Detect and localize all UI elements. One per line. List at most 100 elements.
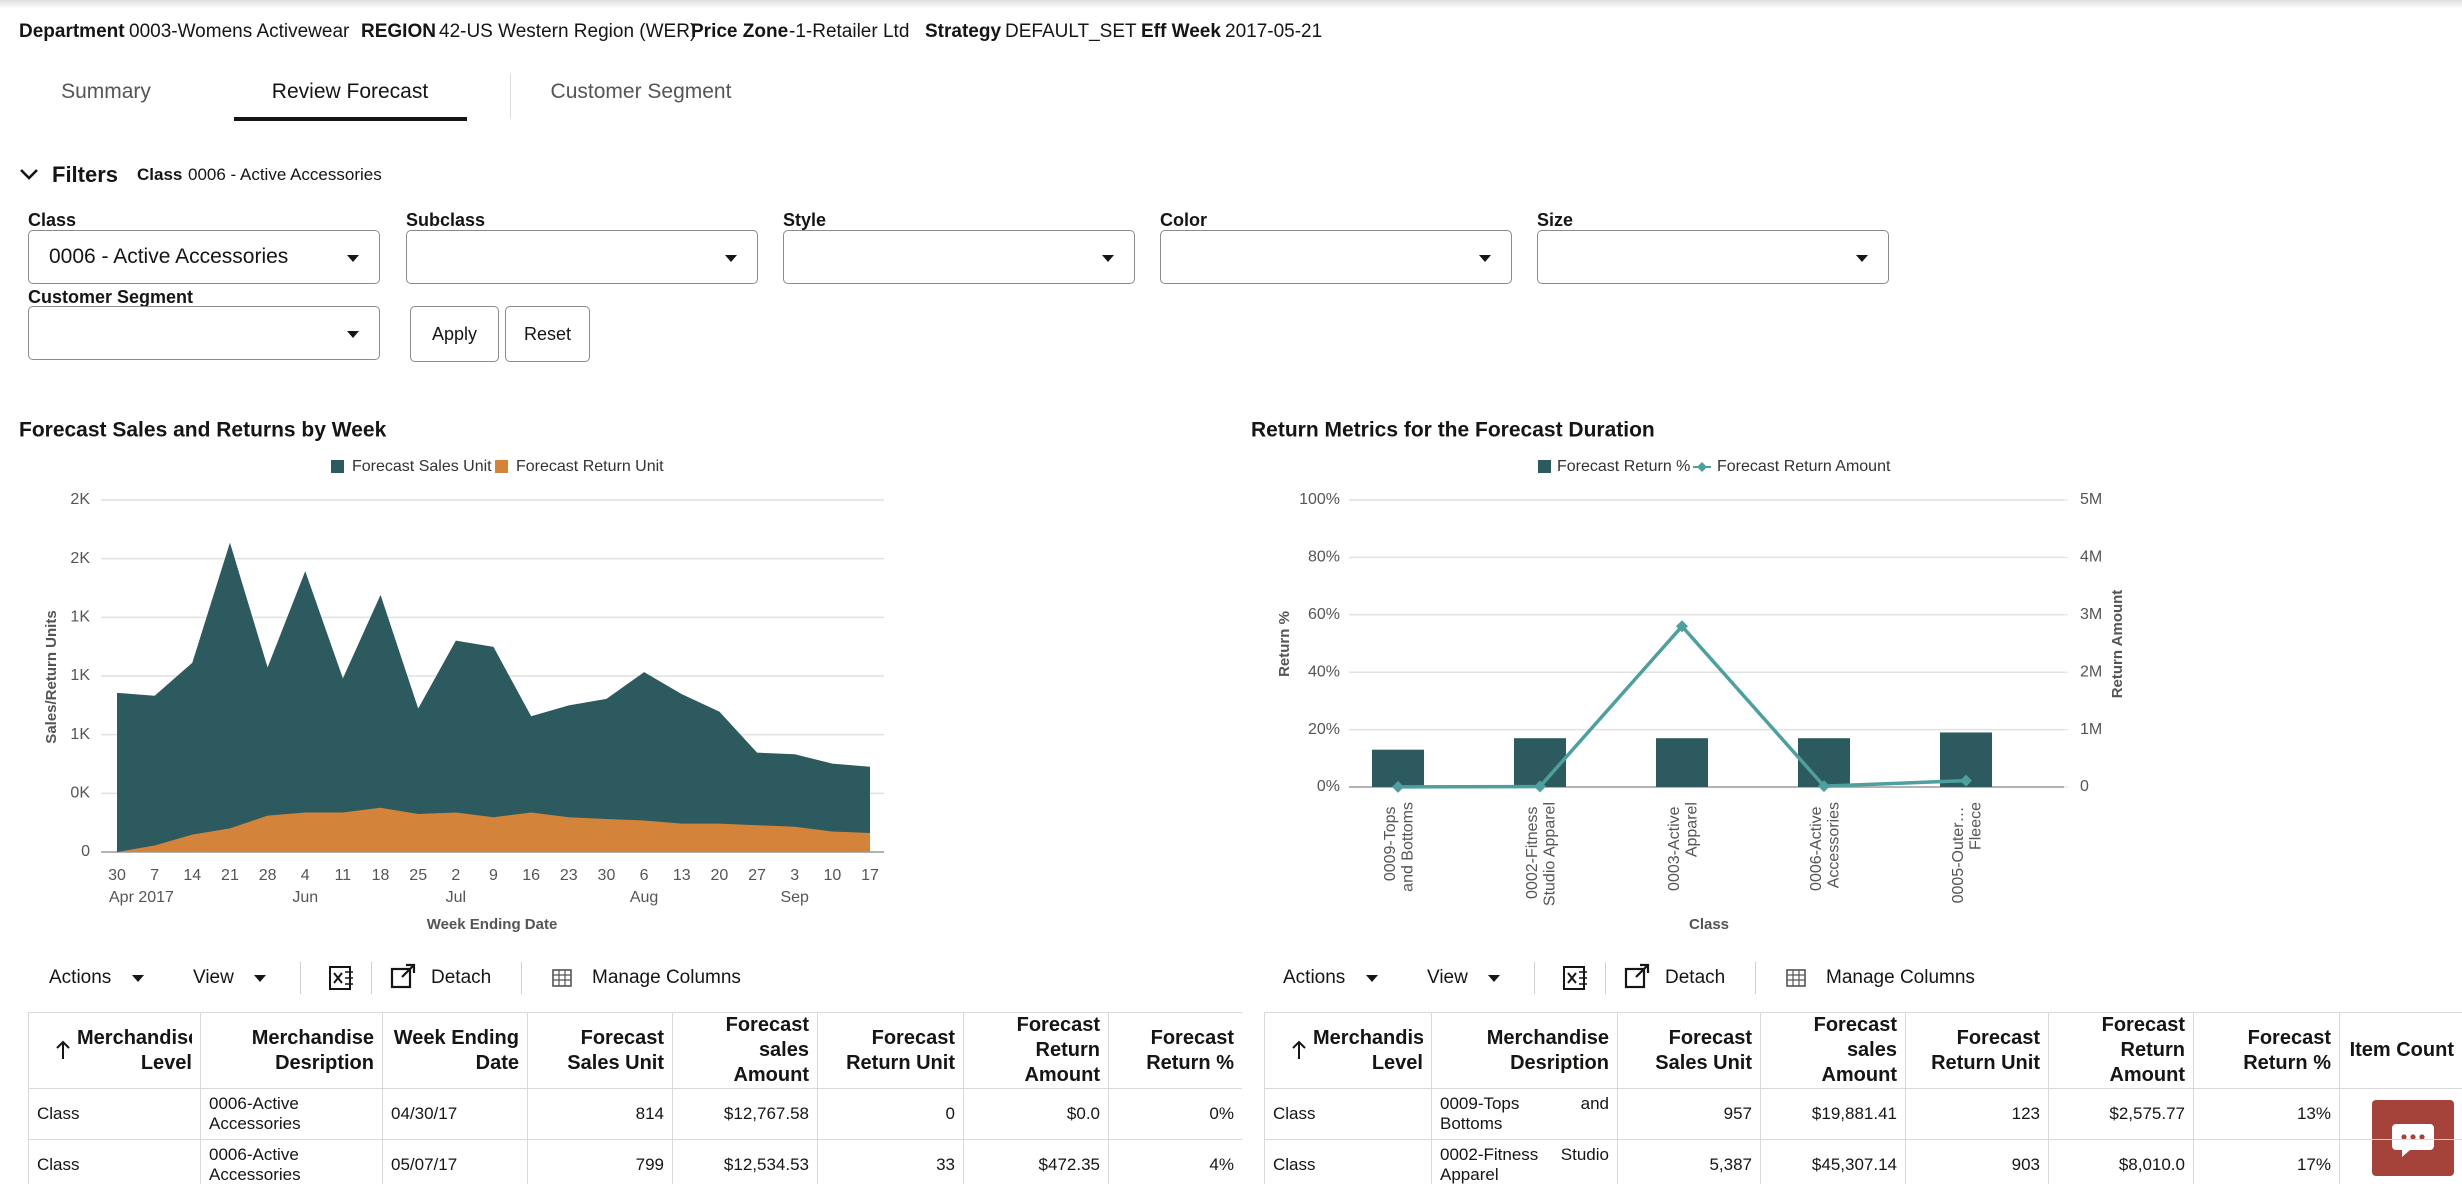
line-marker: [1534, 780, 1546, 793]
table-row[interactable]: Class 0002-Fitness Studio Apparel 5,387 $45…: [1264, 1139, 2462, 1184]
column-header[interactable]: Forecast Return Unit: [817, 1012, 964, 1089]
filter-dropdown[interactable]: [1160, 230, 1512, 284]
tab-separator: [510, 74, 511, 118]
sort-arrow[interactable]: [55, 1039, 71, 1061]
column-header[interactable]: Forecast Return Unit: [1905, 1012, 2049, 1089]
cell-text: $8,010.0: [2118, 1155, 2185, 1174]
manage-columns-icon[interactable]: [551, 966, 573, 990]
toolbar-button[interactable]: View: [193, 967, 234, 988]
chart-title: Forecast Sales and Returns by Week: [19, 419, 387, 442]
bar: [1514, 738, 1566, 787]
button[interactable]: Apply: [410, 306, 499, 362]
header-value: -1-Retailer Ltd: [789, 21, 910, 42]
cell-text: 903: [2011, 1155, 2040, 1174]
cell-text: 0009-Tops and Bottoms: [1440, 1094, 1609, 1133]
x-tick-label: 25: [409, 867, 427, 884]
detach-icon[interactable]: [1623, 963, 1651, 991]
y-tick-label: 80%: [1308, 549, 1340, 566]
data-table: Merchandise Level Merchandise Desription F…: [1264, 1012, 2462, 1184]
x-tick-label: 4: [301, 867, 310, 884]
actions-caret[interactable]: [130, 972, 146, 984]
column-header[interactable]: Forecast sales Amount: [672, 1012, 818, 1089]
filter-dropdown[interactable]: 0006 - Active Accessories: [28, 230, 380, 284]
filters-title[interactable]: Filters: [52, 162, 119, 187]
header-value: 0003-Womens Activewear: [129, 21, 350, 42]
tab[interactable]: Review Forecast: [271, 80, 429, 103]
column-header[interactable]: Week Ending Date: [382, 1012, 528, 1089]
table-row[interactable]: Class 0006-Active Accessories 04/30/17 814 $…: [28, 1088, 1242, 1140]
table-row[interactable]: Class 0006-Active Accessories 05/07/17 799 $…: [28, 1139, 1242, 1184]
column-header[interactable]: Merchandise Desription: [200, 1012, 383, 1089]
legend-label: Forecast Return Amount: [1717, 458, 1891, 475]
table-cell: 13%: [2193, 1088, 2340, 1140]
cell-text: 33: [936, 1155, 955, 1174]
table-cell: $45,307.14: [1760, 1139, 1906, 1184]
toolbar-button[interactable]: Manage Columns: [592, 967, 741, 988]
x-tick-label: 0002-Fitness Studio Apparel: [1524, 802, 1559, 906]
x-tick-label-line: 0005-Outer…: [1950, 802, 1967, 903]
button[interactable]: Reset: [505, 306, 590, 362]
column-header[interactable]: Item Count: [2339, 1012, 2462, 1089]
column-header[interactable]: Forecast Sales Unit: [527, 1012, 673, 1089]
manage-columns-icon[interactable]: [1785, 966, 1807, 990]
x-axis-label: Week Ending Date: [427, 916, 558, 933]
y2-tick-label: 0: [2080, 778, 2089, 795]
tab[interactable]: Customer Segment: [550, 80, 732, 103]
header-label: Eff Week: [1141, 21, 1221, 42]
column-header[interactable]: Forecast Return Amount: [963, 1012, 1109, 1089]
bar: [1798, 738, 1850, 787]
view-caret[interactable]: [1486, 972, 1502, 984]
table-cell: 0009-Tops and Bottoms: [1431, 1088, 1618, 1140]
view-caret-shape: [1488, 975, 1500, 982]
export-icon[interactable]: [1561, 964, 1589, 992]
filter-dropdown[interactable]: [28, 306, 380, 360]
sort-arrow[interactable]: [1291, 1039, 1307, 1061]
toolbar-button[interactable]: Detach: [431, 967, 492, 988]
column-header[interactable]: Merchandise Desription: [1431, 1012, 1618, 1089]
table-cell: Class: [28, 1139, 201, 1184]
toolbar-button[interactable]: Actions: [1283, 967, 1346, 988]
column-header[interactable]: Merchandise Level: [28, 1012, 201, 1089]
filter-dropdown[interactable]: [406, 230, 758, 284]
actions-caret[interactable]: [1364, 972, 1380, 984]
toolbar-button[interactable]: Manage Columns: [1826, 967, 1975, 988]
tab[interactable]: Summary: [61, 80, 151, 103]
toolbar-button[interactable]: Actions: [49, 967, 112, 988]
x-tick-label: 13: [673, 867, 691, 884]
toolbar-separator: [1755, 962, 1756, 994]
column-header[interactable]: Forecast Return Amount: [2048, 1012, 2194, 1089]
y-tick-label: 1K: [70, 726, 90, 743]
column-header[interactable]: Forecast Sales Unit: [1617, 1012, 1761, 1089]
y-tick-label: 0K: [70, 785, 90, 802]
filter-dropdown[interactable]: [1537, 230, 1889, 284]
filter-value: 0006 - Active Accessories: [49, 245, 289, 268]
table-row[interactable]: Class 0009-Tops and Bottoms 957 $19,881.41 1…: [1264, 1088, 2462, 1140]
column-header-text: Forecast Return Amount: [1016, 1014, 1100, 1086]
x-tick-label: 21: [221, 867, 239, 884]
filters-chevron[interactable]: [18, 163, 40, 185]
x-tick-label-line: 0006-Active: [1808, 802, 1825, 891]
column-header[interactable]: Forecast sales Amount: [1760, 1012, 1906, 1089]
column-header[interactable]: Merchandise Level: [1264, 1012, 1432, 1089]
x-tick-label: 18: [372, 867, 390, 884]
table-cell: 5,387: [1617, 1139, 1761, 1184]
column-header-text: Forecast Return %: [1146, 1026, 1234, 1074]
dropdown-caret: [1479, 255, 1491, 262]
toolbar-button[interactable]: Detach: [1665, 967, 1726, 988]
header-row: Merchandise Level Merchandise Desription W…: [28, 1012, 1242, 1089]
view-caret[interactable]: [252, 972, 268, 984]
column-header-text: Merchandise Level: [1313, 1026, 1423, 1074]
column-header[interactable]: Forecast Return %: [1108, 1012, 1242, 1089]
column-header[interactable]: Forecast Return %: [2193, 1012, 2340, 1089]
header-label: Price Zone: [691, 21, 789, 42]
y-tick-label: 1K: [70, 667, 90, 684]
x-tick-label: 7: [150, 867, 159, 884]
dropdown-caret-shape: [725, 255, 737, 262]
cell-text: $2,575.77: [2109, 1104, 2185, 1123]
toolbar-button[interactable]: View: [1427, 967, 1468, 988]
export-icon[interactable]: [327, 964, 355, 992]
detach-icon[interactable]: [389, 963, 417, 991]
table-body: Class 0006-Active Accessories 04/30/17 814 $…: [28, 1088, 1242, 1184]
filter-dropdown[interactable]: [783, 230, 1135, 284]
